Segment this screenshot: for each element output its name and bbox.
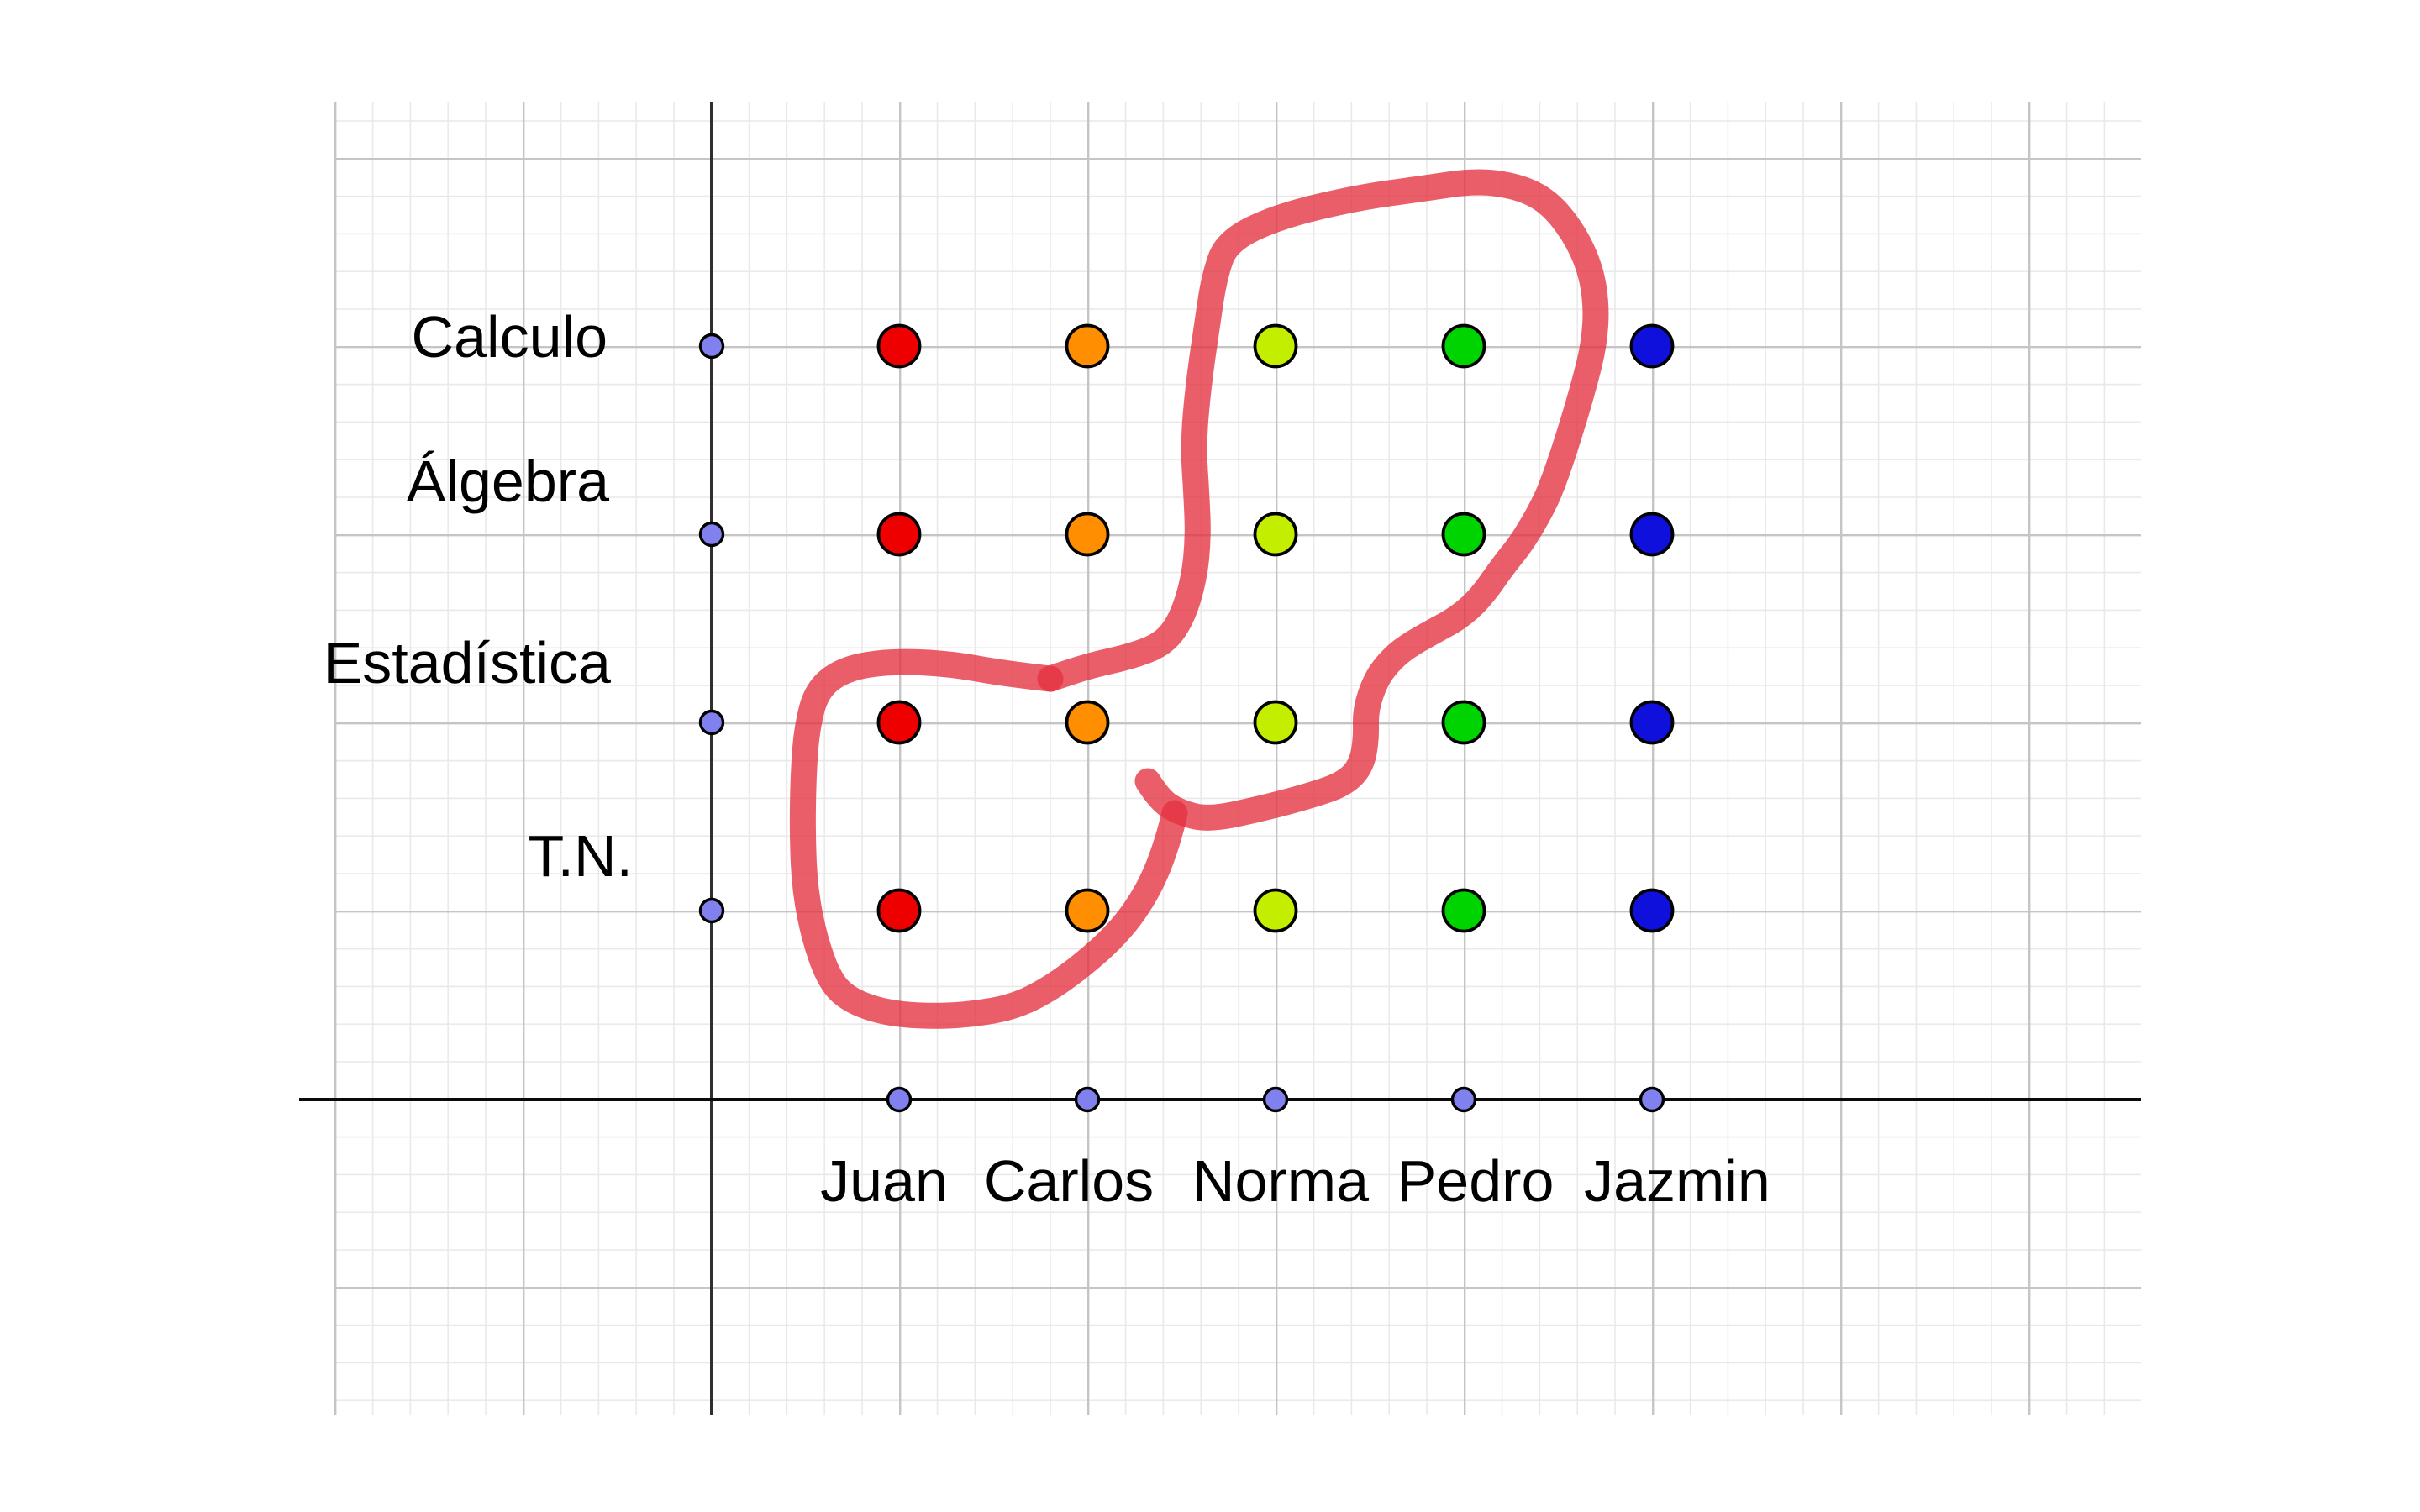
- y-axis-point-calculo[interactable]: [698, 333, 725, 360]
- row-label-calculo: Calculo: [412, 304, 608, 370]
- point-juan-calculo[interactable]: [876, 323, 922, 369]
- point-norma-algebra[interactable]: [1253, 512, 1298, 557]
- col-label-juan: Juan: [820, 1148, 948, 1214]
- grid: [334, 102, 2141, 1415]
- x-axis-point-carlos[interactable]: [1074, 1086, 1101, 1113]
- point-jazmin-estadistica[interactable]: [1629, 700, 1675, 745]
- point-pedro-tn[interactable]: [1441, 888, 1486, 933]
- x-axis-point-pedro[interactable]: [1450, 1086, 1477, 1113]
- pen-loop-upper-stroke[interactable]: [1037, 169, 1609, 831]
- data-points[interactable]: [876, 323, 1675, 933]
- point-pedro-algebra[interactable]: [1441, 512, 1486, 557]
- point-norma-estadistica[interactable]: [1253, 700, 1298, 745]
- point-jazmin-algebra[interactable]: [1629, 512, 1675, 557]
- grid-major-lines: [334, 102, 2141, 1415]
- y-axis-point-tn[interactable]: [698, 897, 725, 924]
- point-pedro-calculo[interactable]: [1441, 323, 1486, 369]
- point-carlos-estadistica[interactable]: [1065, 700, 1110, 745]
- row-labels: Calculo Álgebra Estadística T.N.: [324, 304, 633, 889]
- x-axis-point-norma[interactable]: [1262, 1086, 1289, 1113]
- point-jazmin-tn[interactable]: [1629, 888, 1675, 933]
- point-pedro-estadistica[interactable]: [1441, 700, 1486, 745]
- column-labels: Juan Carlos Norma Pedro Jazmin: [820, 1148, 1770, 1214]
- x-axis-point-jazmin[interactable]: [1639, 1086, 1665, 1113]
- col-label-norma: Norma: [1192, 1148, 1369, 1214]
- y-axis-point-estadistica[interactable]: [698, 709, 725, 736]
- point-carlos-algebra[interactable]: [1065, 512, 1110, 557]
- row-label-tn: T.N.: [529, 823, 633, 889]
- point-carlos-tn[interactable]: [1065, 888, 1110, 933]
- point-juan-algebra[interactable]: [876, 512, 922, 557]
- point-jazmin-calculo[interactable]: [1629, 323, 1675, 369]
- axis-marker-points[interactable]: [698, 333, 1665, 1113]
- col-label-carlos: Carlos: [984, 1148, 1154, 1214]
- row-label-estadistica: Estadística: [324, 630, 611, 696]
- pen-loop-lower-stroke[interactable]: [789, 648, 1188, 1029]
- point-juan-tn[interactable]: [876, 888, 922, 933]
- col-label-jazmin: Jazmin: [1584, 1148, 1770, 1214]
- x-axis-point-juan[interactable]: [886, 1086, 913, 1113]
- pen-annotation[interactable]: [789, 169, 1609, 1029]
- point-juan-estadistica[interactable]: [876, 700, 922, 745]
- y-axis-point-algebra[interactable]: [698, 521, 725, 548]
- row-label-algebra: Álgebra: [407, 449, 609, 514]
- point-norma-tn[interactable]: [1253, 888, 1298, 933]
- point-carlos-calculo[interactable]: [1065, 323, 1110, 369]
- point-norma-calculo[interactable]: [1253, 323, 1298, 369]
- col-label-pedro: Pedro: [1397, 1148, 1555, 1214]
